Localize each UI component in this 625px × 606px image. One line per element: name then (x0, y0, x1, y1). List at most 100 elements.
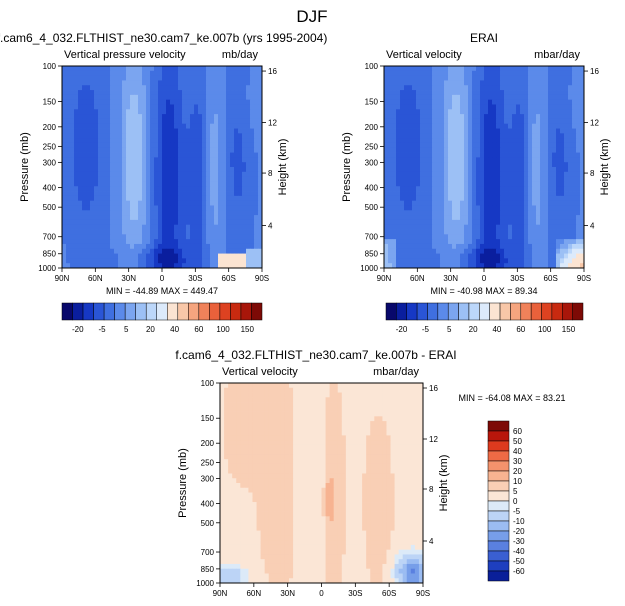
heatmap-cell (186, 118, 191, 125)
heatmap-cell (512, 253, 517, 259)
heatmap-cell (436, 133, 441, 139)
heatmap-cell (544, 167, 549, 173)
heatmap-cell (496, 195, 501, 202)
heatmap-cell (86, 181, 91, 187)
heatmap-cell (301, 387, 306, 393)
heatmap-cell (222, 142, 227, 149)
heatmap-cell (560, 176, 565, 182)
heatmap-cell (182, 224, 187, 230)
heatmap-cell (110, 186, 115, 192)
heatmap-cell (404, 162, 409, 168)
heatmap-cell (406, 383, 412, 389)
heatmap-cell (178, 263, 183, 269)
heatmap-cell (198, 99, 203, 105)
heatmap-cell (194, 162, 199, 168)
heatmap-cell (456, 157, 461, 163)
heatmap-cell (106, 99, 111, 105)
heatmap-cell (86, 200, 91, 206)
heatmap-cell (500, 114, 505, 120)
heatmap-cell (412, 219, 417, 226)
heatmap-cell (254, 94, 259, 101)
heatmap-cell (90, 142, 95, 149)
heatmap-cell (74, 75, 79, 81)
heatmap-cell (432, 229, 437, 235)
heatmap-cell (102, 186, 107, 192)
heatmap-cell (142, 224, 147, 230)
heatmap-cell (182, 181, 187, 187)
heatmap-cell (186, 85, 191, 91)
heatmap-cell (552, 215, 557, 221)
heatmap-cell (186, 66, 191, 72)
heatmap-cell (500, 167, 505, 173)
heatmap-cell (242, 195, 247, 202)
heatmap-cell (456, 138, 461, 144)
heatmap-cell (138, 75, 143, 81)
heatmap-cell (349, 387, 355, 393)
heatmap-cell (444, 70, 449, 77)
heatmap-cell (520, 66, 525, 72)
heatmap-cell (568, 94, 573, 101)
heatmap-cell (392, 162, 397, 168)
heatmap-cell (214, 157, 219, 163)
heatmap-cell (150, 200, 155, 206)
heatmap-cell (276, 387, 282, 393)
heatmap-cell (62, 94, 67, 101)
heatmap-cell (536, 167, 541, 173)
heatmap-cell (301, 411, 306, 417)
heatmap-cell (556, 152, 561, 158)
heatmap-cell (404, 118, 409, 125)
heatmap-cell (452, 219, 457, 226)
heatmap-cell (452, 171, 457, 178)
heatmap-cell (388, 90, 393, 96)
heatmap-cell (394, 397, 400, 403)
heatmap-cell (564, 210, 569, 216)
heatmap-cell (162, 94, 167, 101)
heatmap-cell (544, 181, 549, 187)
heatmap-cell (492, 253, 497, 259)
heatmap-cell (166, 205, 171, 211)
heatmap-cell (456, 114, 461, 120)
heatmap-cell (222, 70, 227, 77)
heatmap-cell (349, 435, 355, 441)
heatmap-cell (170, 248, 175, 254)
heatmap-cell (460, 167, 465, 173)
heatmap-cell (416, 142, 421, 149)
heatmap-cell (500, 229, 505, 235)
heatmap-cell (238, 133, 243, 139)
heatmap-cell (62, 195, 67, 202)
heatmap-cell (244, 430, 249, 436)
heatmap-cell (544, 85, 549, 91)
heatmap-cell (214, 215, 219, 221)
heatmap-cell (556, 253, 561, 259)
heatmap-cell (246, 167, 251, 173)
heatmap-cell (552, 123, 557, 129)
heatmap-cell (580, 152, 585, 158)
heatmap-cell (337, 425, 343, 432)
heatmap-cell (252, 421, 257, 427)
heatmap-cell (158, 239, 163, 245)
heatmap-cell (460, 75, 465, 81)
heatmap-cell (146, 234, 151, 240)
heatmap-cell (260, 387, 266, 393)
heatmap-cell (186, 162, 191, 168)
heatmap-cell (520, 253, 525, 259)
heatmap-cell (190, 90, 195, 96)
heatmap-cell (130, 142, 135, 149)
heatmap-cell (126, 248, 131, 254)
heatmap-cell (444, 181, 449, 187)
heatmap-cell (412, 162, 417, 168)
heatmap-cell (384, 152, 389, 158)
heatmap-cell (556, 200, 561, 206)
heatmap-cell (194, 224, 199, 230)
heatmap-cell (236, 425, 241, 432)
heatmap-cell (448, 263, 453, 269)
heatmap-cell (362, 383, 367, 389)
heatmap-cell (532, 171, 537, 178)
heatmap-cell (134, 109, 139, 115)
heatmap-cell (254, 114, 259, 120)
heatmap-cell (206, 171, 211, 178)
heatmap-cell (170, 70, 175, 77)
heatmap-cell (166, 152, 171, 158)
heatmap-cell (556, 205, 561, 211)
heatmap-cell (162, 243, 167, 250)
